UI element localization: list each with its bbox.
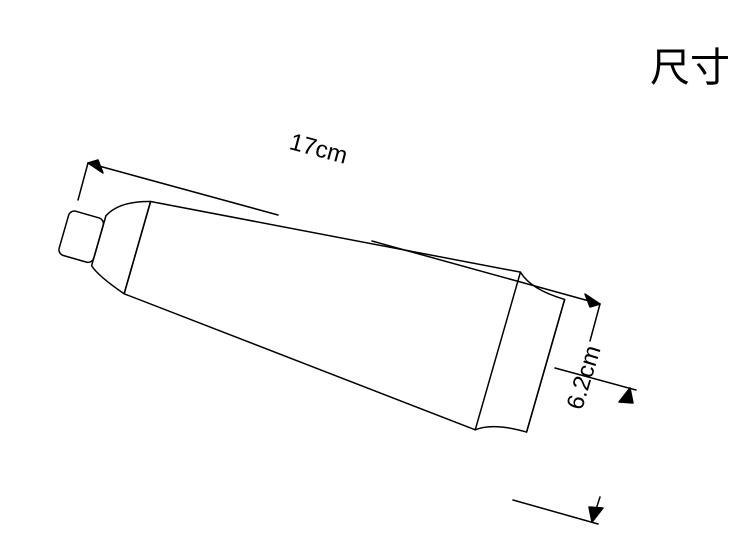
diagram-canvas: 尺寸 17cm 6.2cm — [0, 0, 750, 535]
length-dimension — [78, 160, 600, 341]
title-label: 尺寸 — [650, 35, 730, 93]
diagram-svg — [0, 0, 750, 535]
tube-outline — [43, 148, 569, 443]
